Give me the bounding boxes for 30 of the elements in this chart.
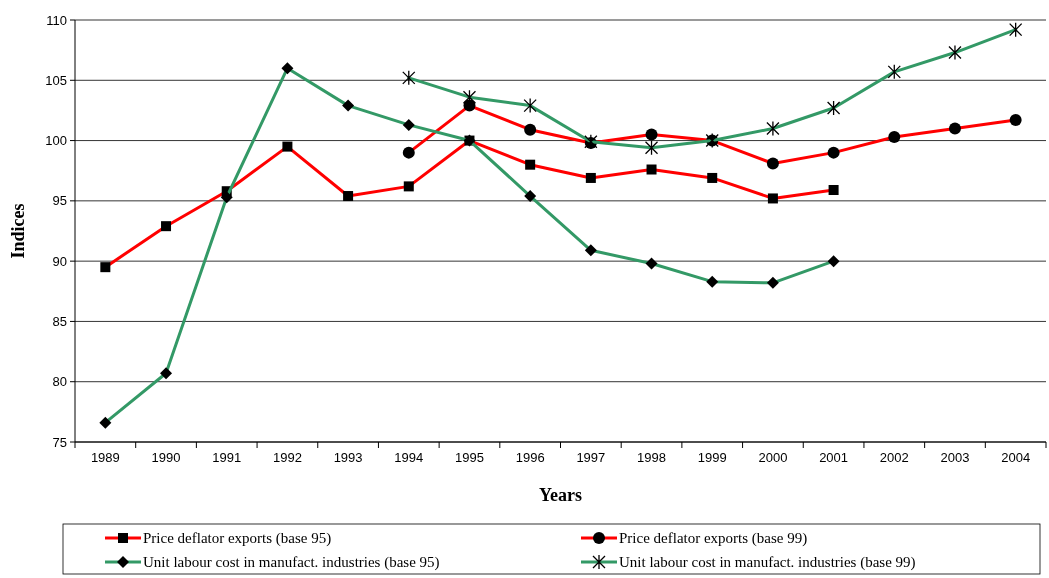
legend-label: Unit labour cost in manufact. industries (base 99) xyxy=(619,554,916,572)
y-tick-label: 75 xyxy=(52,434,67,450)
x-tick-label: 2003 xyxy=(940,450,970,465)
x-tick-label: 2004 xyxy=(1001,450,1031,465)
x-tick-label: 2001 xyxy=(819,450,849,465)
x-axis-title: Years xyxy=(539,485,582,505)
x-tick-label: 1997 xyxy=(576,450,606,465)
x-tick-label: 1992 xyxy=(272,450,302,465)
x-tick-label: 1998 xyxy=(637,450,666,465)
x-tick-label: 1989 xyxy=(90,450,120,465)
x-tick-label: 1996 xyxy=(515,450,545,465)
legend-label: Price deflator exports (base 99) xyxy=(619,530,808,548)
x-tick-label: 1991 xyxy=(212,450,242,465)
x-tick-label: 2000 xyxy=(758,450,788,465)
y-axis-title: Indices xyxy=(8,203,28,259)
y-tick-label: 95 xyxy=(52,193,67,209)
x-tick-label: 1990 xyxy=(151,450,181,465)
x-tick-label: 1993 xyxy=(333,450,363,465)
x-tick-label: 2002 xyxy=(879,450,909,465)
y-tick-label: 90 xyxy=(52,253,67,269)
y-tick-label: 110 xyxy=(46,12,67,28)
legend-label: Price deflator exports (base 95) xyxy=(143,530,332,548)
y-tick-label: 105 xyxy=(45,72,67,88)
y-tick-label: 85 xyxy=(52,313,67,329)
x-tick-label: 1994 xyxy=(394,450,424,465)
x-tick-label: 1995 xyxy=(455,450,484,465)
y-tick-label: 100 xyxy=(45,133,67,149)
y-tick-label: 80 xyxy=(52,374,67,390)
x-tick-label: 1999 xyxy=(697,450,727,465)
legend-label: Unit labour cost in manufact. industries (base 95) xyxy=(143,554,440,572)
